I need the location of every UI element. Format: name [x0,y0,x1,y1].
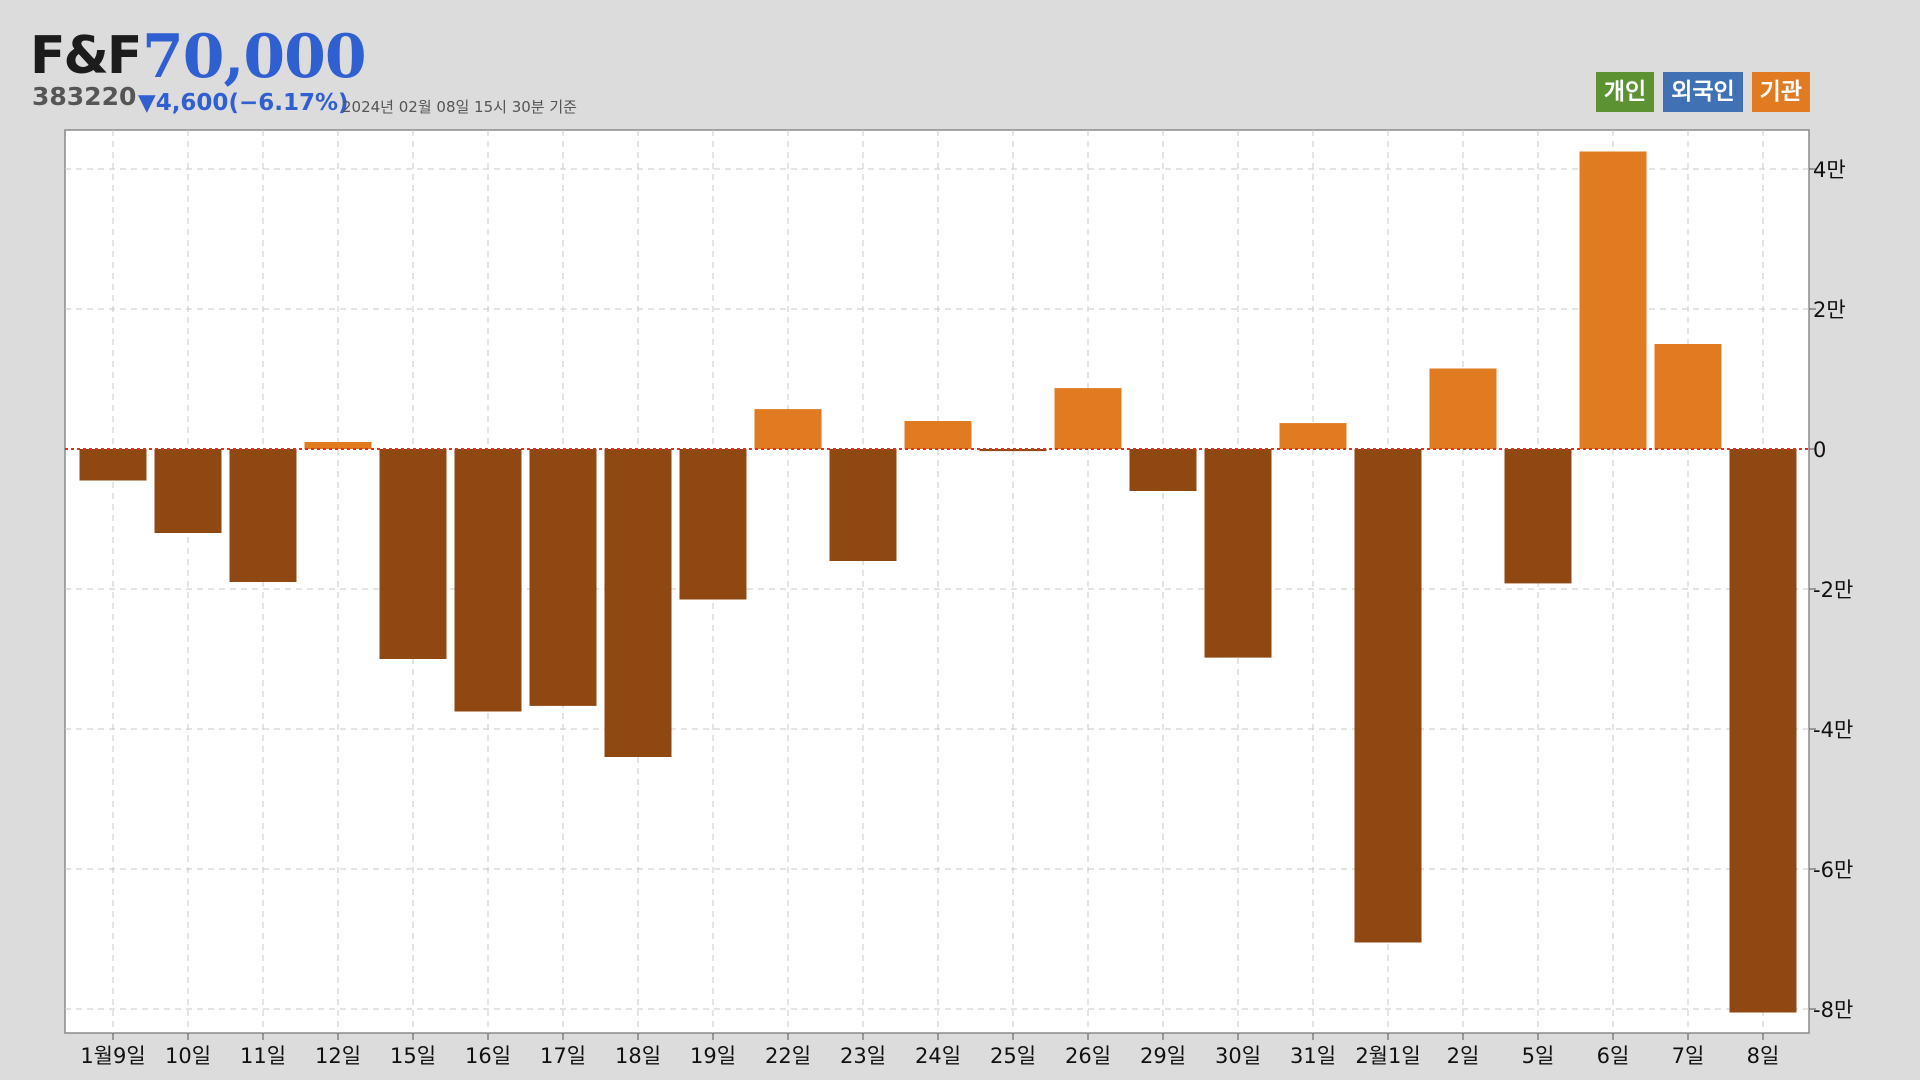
bar-21 [1654,344,1722,449]
bar-5 [454,449,522,712]
y-tick-label: -8만 [1813,998,1853,1022]
x-axis: 1월9일 10일 11일 12일 15일 16일 17일 18일 19일 22일 23일 24일 25일… [80,1033,1779,1068]
bar-19 [1504,449,1572,584]
bar-17 [1354,449,1422,943]
bar-8 [679,449,747,600]
legend-foreign-button[interactable]: 외국인 [1663,72,1743,112]
bar-9 [754,409,822,449]
y-tick-label: -6만 [1813,858,1853,882]
stock-timestamp: 2024년 02월 08일 15시 30분 기준 [342,98,577,116]
legend-individual-button[interactable]: 개인 [1595,72,1655,112]
bar-13 [1054,388,1122,449]
bar-16 [1279,423,1347,449]
bar-22 [1729,449,1797,1013]
x-tick-label: 5일 [1522,1044,1555,1068]
x-tick-label: 2월1일 [1355,1044,1420,1068]
x-tick-label: 24일 [915,1044,961,1068]
x-tick-label: 18일 [615,1044,661,1068]
bar-18 [1429,368,1497,449]
bar-1 [154,449,222,533]
y-tick-label: -4만 [1813,718,1853,742]
x-tick-label: 7일 [1672,1044,1705,1068]
bar-11 [904,421,972,449]
bar-12 [979,449,1047,452]
stock-code: 383220 [32,82,137,111]
bar-14 [1129,449,1197,491]
x-tick-label: 8일 [1747,1044,1780,1068]
stock-change: ▼4,600(−6.17%) [138,90,349,116]
bars [79,151,1797,1013]
y-tick-label: 4만 [1813,158,1846,182]
x-tick-label: 22일 [765,1044,811,1068]
x-tick-label: 19일 [690,1044,736,1068]
bar-10 [829,449,897,561]
x-tick-label: 31일 [1290,1044,1336,1068]
y-tick-label: 2만 [1813,298,1846,322]
stock-price: 70,000 [142,22,367,92]
x-tick-label: 15일 [390,1044,436,1068]
bar-20 [1579,151,1647,449]
bar-3 [304,442,372,449]
investor-legend: 개인 외국인 기관 [1595,72,1810,112]
x-tick-label: 30일 [1215,1044,1261,1068]
y-tick-label: -2만 [1813,578,1853,602]
bar-2 [229,449,297,582]
bar-4 [379,449,447,659]
y-tick-label: 0 [1813,438,1826,462]
bar-0 [79,449,147,481]
x-tick-label: 1월9일 [80,1044,145,1068]
x-tick-label: 23일 [840,1044,886,1068]
x-tick-label: 16일 [465,1044,511,1068]
x-tick-label: 11일 [240,1044,286,1068]
bar-6 [529,449,597,706]
x-tick-label: 2일 [1447,1044,1480,1068]
x-tick-label: 26일 [1065,1044,1111,1068]
x-tick-label: 12일 [315,1044,361,1068]
x-tick-label: 6일 [1597,1044,1630,1068]
y-axis: 4만 2만 0 -2만 -4만 -6만 -8만 [1809,158,1853,1022]
legend-institution-button[interactable]: 기관 [1751,72,1810,112]
bar-7 [604,449,672,757]
x-tick-label: 25일 [990,1044,1036,1068]
bar-15 [1204,449,1272,658]
x-tick-label: 10일 [165,1044,211,1068]
x-tick-label: 17일 [540,1044,586,1068]
stock-name: F&F [30,26,142,86]
x-tick-label: 29일 [1140,1044,1186,1068]
